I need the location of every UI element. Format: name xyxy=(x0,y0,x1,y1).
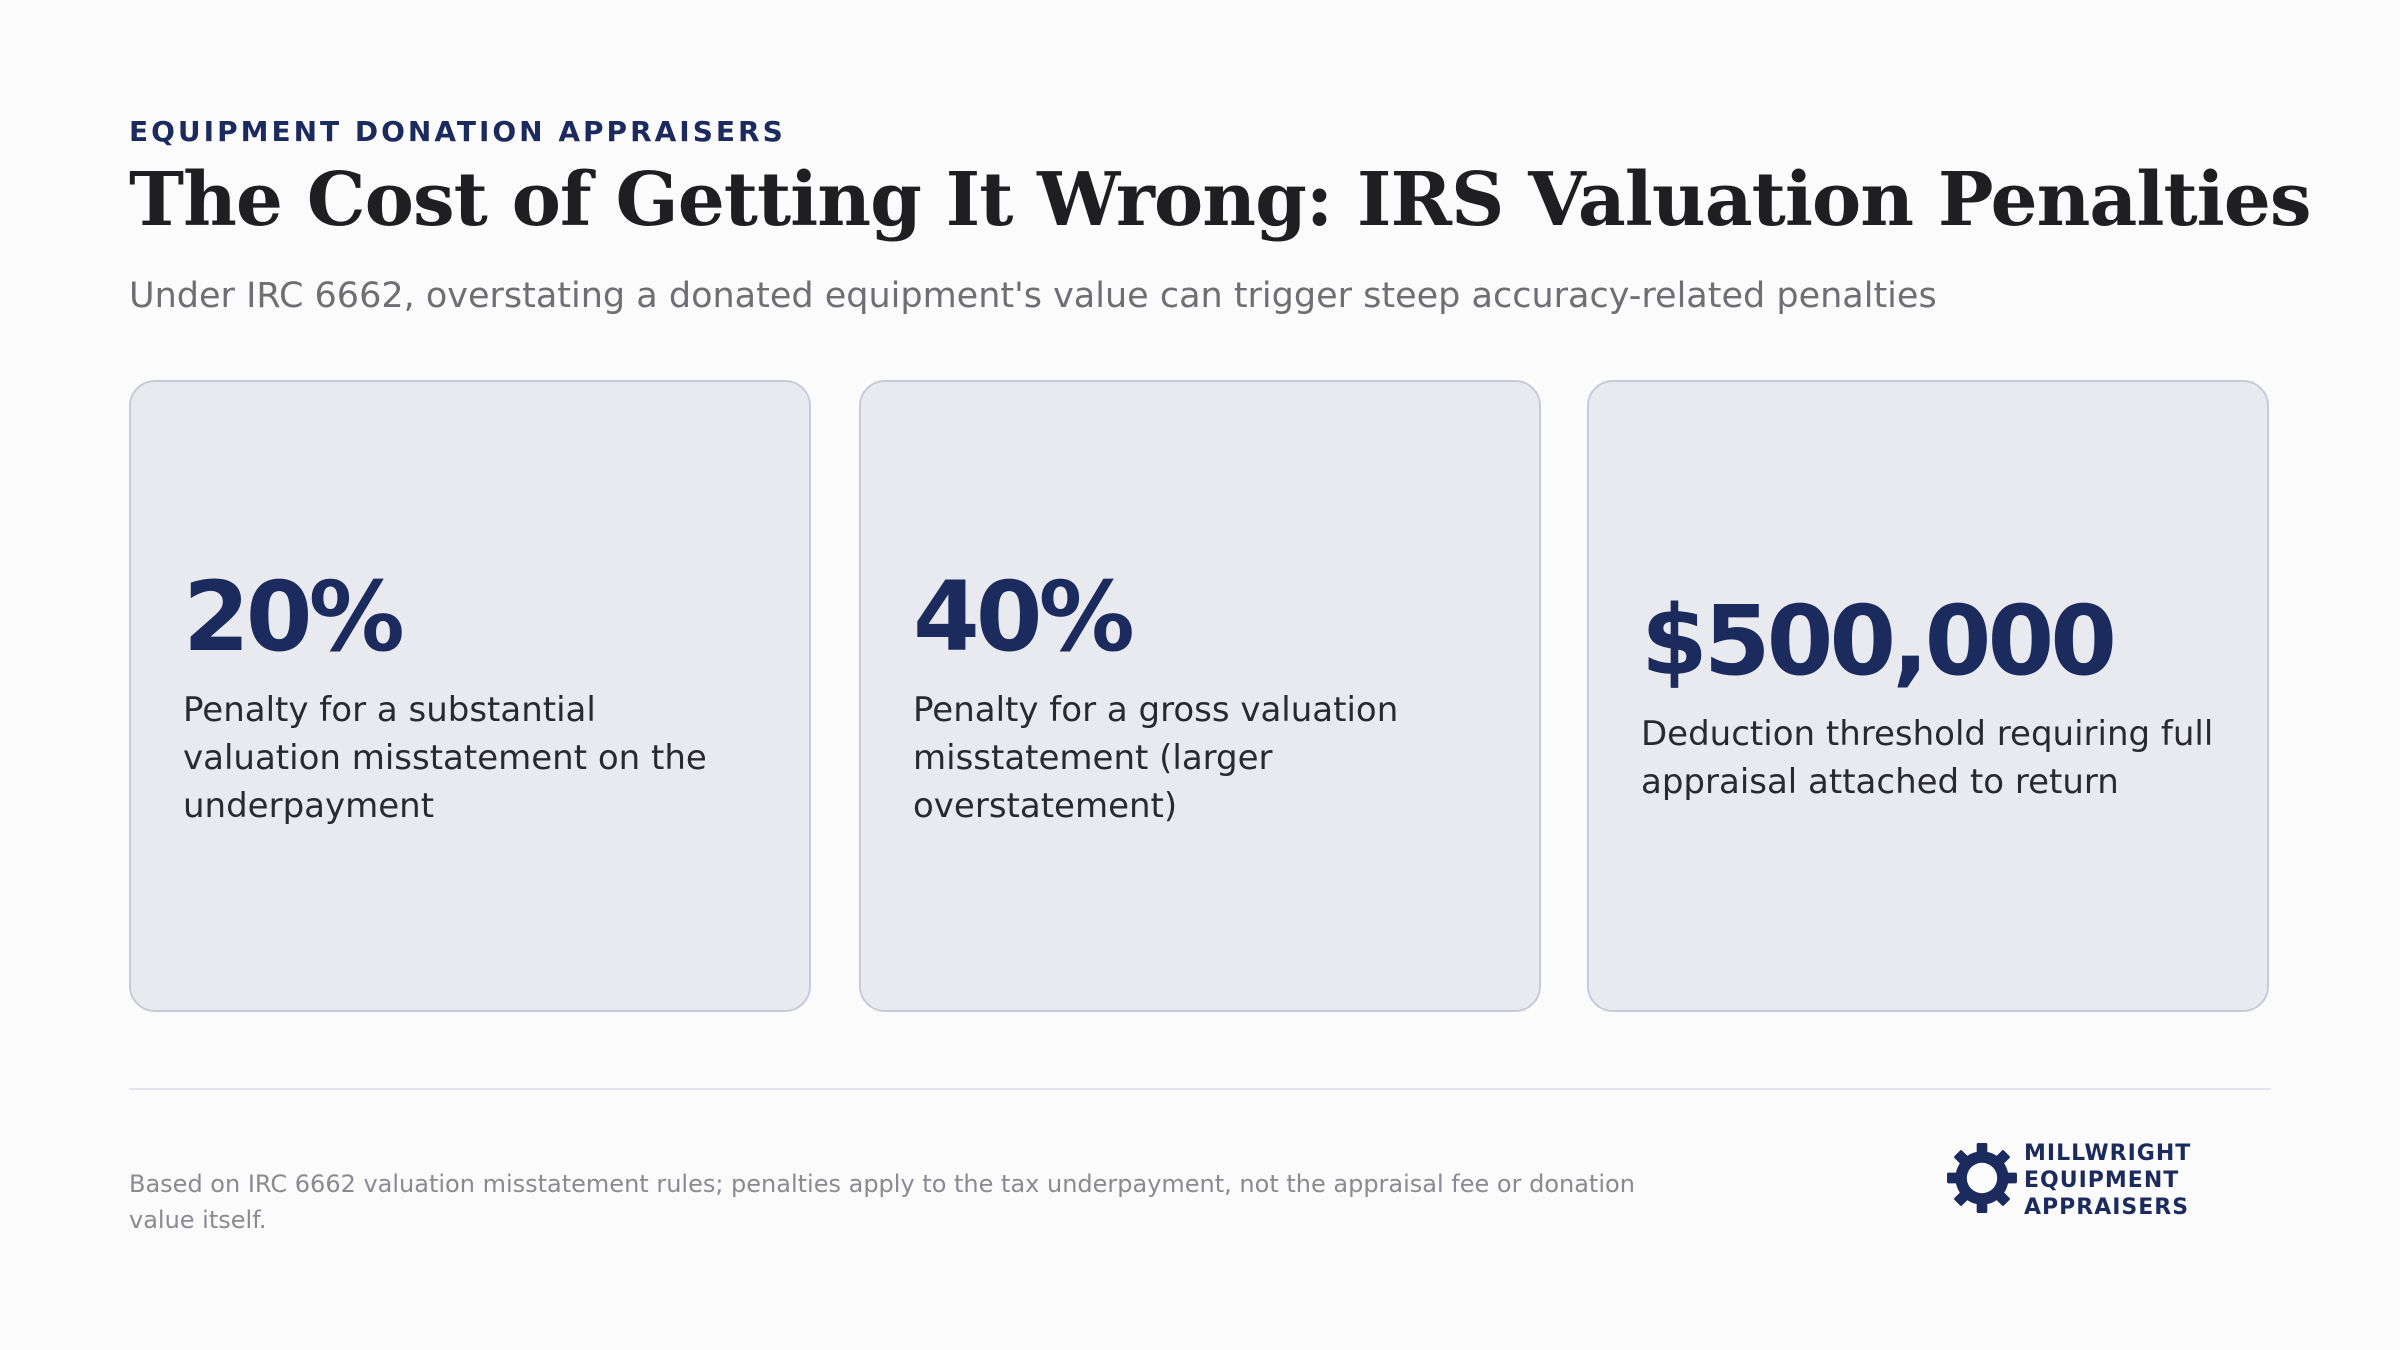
stat-value: 20% xyxy=(183,560,405,673)
stat-card-gross-misstatement: 40% Penalty for a gross valuation missta… xyxy=(859,380,1541,1012)
infographic-page: EQUIPMENT DONATION APPRAISERS The Cost o… xyxy=(129,0,2311,1350)
logo-wordmark: MILLWRIGHT EQUIPMENT APPRAISERS xyxy=(2024,1140,2191,1221)
stat-value: 40% xyxy=(913,560,1135,673)
logo-line: MILLWRIGHT xyxy=(2024,1141,2192,1166)
stat-cards: 20% Penalty for a substantial valuation … xyxy=(129,380,2271,1016)
stat-value: $500,000 xyxy=(1641,584,2117,697)
stat-card-substantial-misstatement: 20% Penalty for a substantial valuation … xyxy=(129,380,811,1012)
stat-description: Deduction threshold requiring full appra… xyxy=(1641,714,2214,803)
logo-line: APPRAISERS xyxy=(2024,1195,2190,1220)
page-subtitle: Under IRC 6662, overstating a donated eq… xyxy=(129,276,1937,316)
stat-card-appraisal-threshold: $500,000 Deduction threshold requiring f… xyxy=(1587,380,2269,1012)
stat-description: Penalty for a substantial valuation miss… xyxy=(183,690,707,827)
logo-line: EQUIPMENT xyxy=(2024,1168,2180,1193)
company-logo: MILLWRIGHT EQUIPMENT APPRAISERS xyxy=(1944,1140,2244,1220)
stat-description: Penalty for a gross valuation misstateme… xyxy=(913,690,1399,827)
gear-icon xyxy=(1947,1143,2017,1213)
footnote: Based on IRC 6662 valuation misstatement… xyxy=(129,1170,1635,1234)
eyebrow-label: EQUIPMENT DONATION APPRAISERS xyxy=(129,115,786,148)
footer-divider xyxy=(129,1088,2271,1090)
page-title: The Cost of Getting It Wrong: IRS Valuat… xyxy=(129,157,2311,243)
